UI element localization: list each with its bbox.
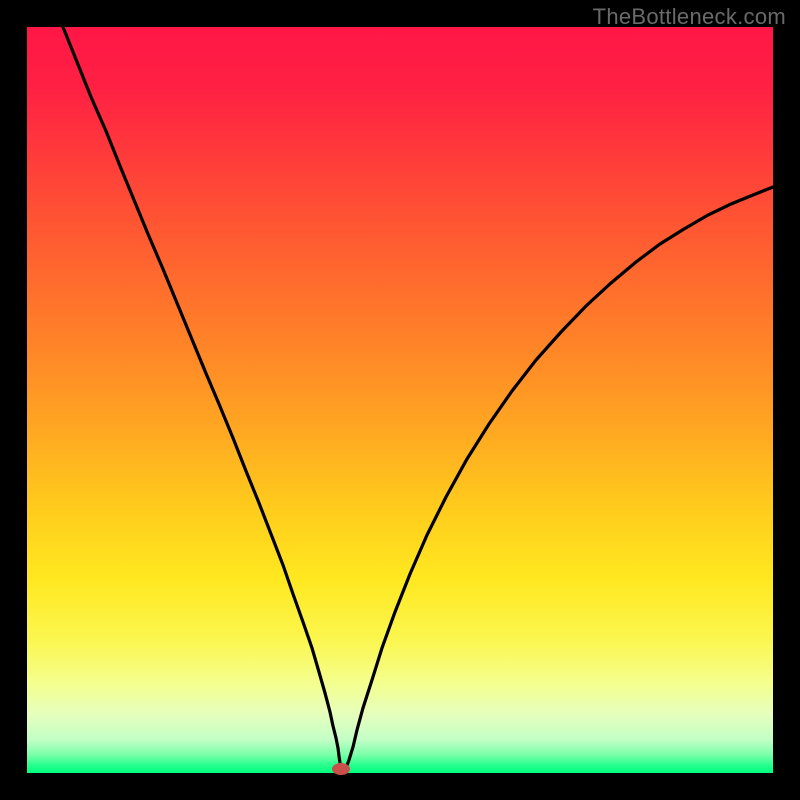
bottleneck-chart	[0, 0, 800, 800]
watermark-text: TheBottleneck.com	[593, 4, 786, 30]
chart-container: TheBottleneck.com	[0, 0, 800, 800]
plot-background	[27, 27, 773, 773]
optimum-marker	[332, 763, 350, 775]
